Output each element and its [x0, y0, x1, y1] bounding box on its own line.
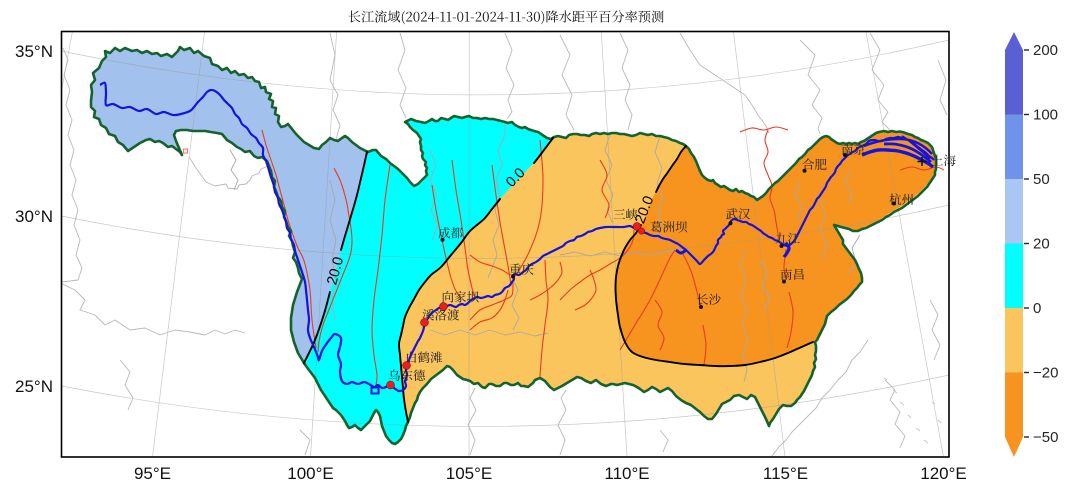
svg-text:25°N: 25°N	[15, 377, 53, 396]
svg-text:110°E: 110°E	[604, 464, 649, 483]
svg-text:30°N: 30°N	[15, 207, 53, 226]
svg-text:−50: −50	[1033, 429, 1058, 446]
svg-text:100°E: 100°E	[287, 464, 334, 483]
svg-text:35°N: 35°N	[15, 42, 53, 61]
svg-text:105°E: 105°E	[446, 464, 493, 483]
svg-text:20: 20	[1033, 236, 1050, 253]
svg-text:50: 50	[1033, 171, 1050, 188]
svg-text:−20: −20	[1033, 365, 1058, 382]
svg-text:115°E: 115°E	[763, 464, 808, 483]
svg-text:0: 0	[1033, 300, 1041, 317]
svg-text:95°E: 95°E	[134, 464, 171, 483]
svg-text:120°E: 120°E	[920, 464, 967, 483]
svg-text:200: 200	[1033, 42, 1058, 59]
svg-text:100: 100	[1033, 107, 1058, 124]
